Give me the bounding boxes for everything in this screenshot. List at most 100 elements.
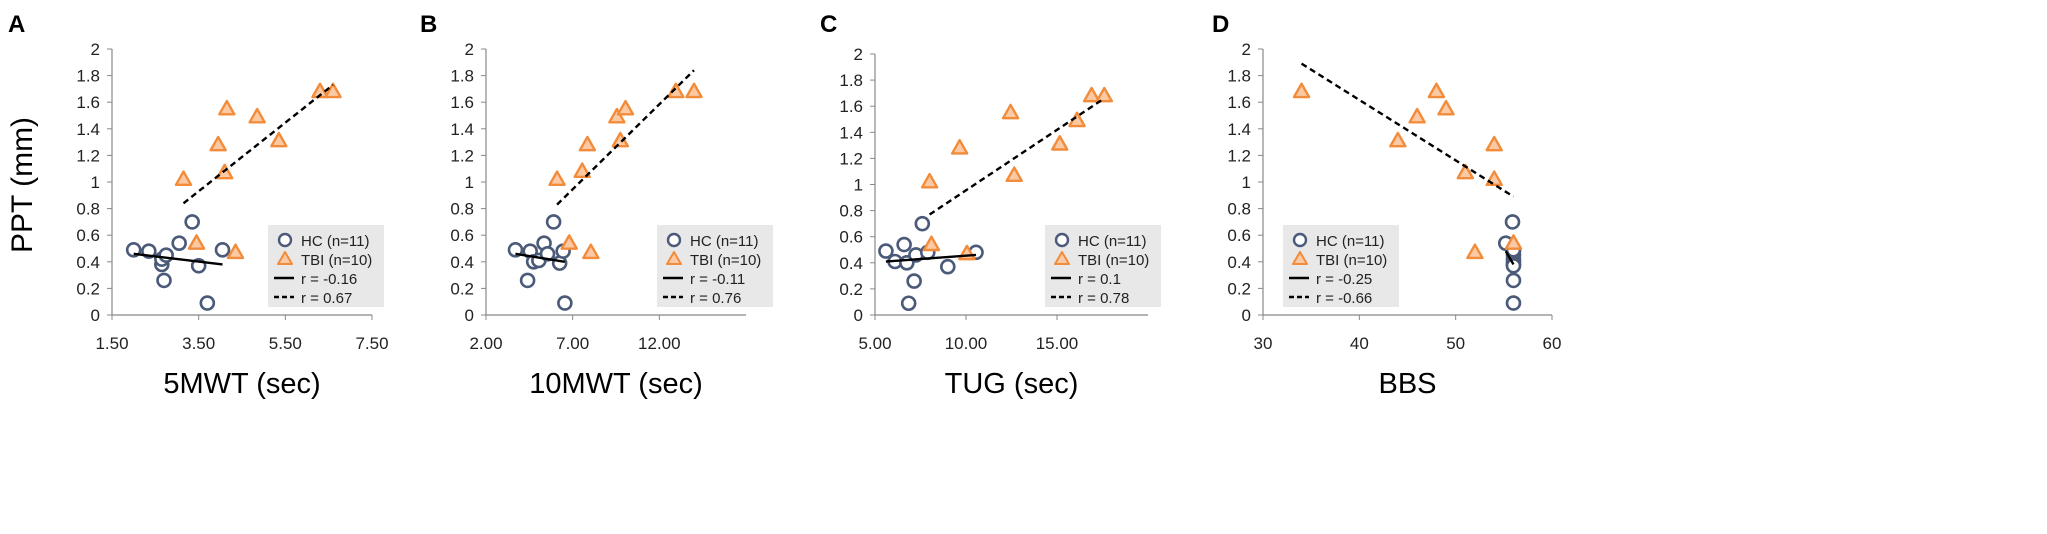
- y-tick-label: 0.6: [1227, 226, 1251, 245]
- x-tick-label: 60: [1543, 334, 1562, 353]
- tbi-point: [1504, 234, 1523, 250]
- legend-tbi-r-label: r = 0.76: [690, 290, 741, 307]
- panel-label: C: [820, 11, 837, 38]
- y-tick-label: 1.6: [839, 97, 863, 116]
- y-tick-label: 1.2: [1227, 146, 1251, 165]
- tbi-point: [1095, 86, 1114, 103]
- y-tick-label: 2: [465, 40, 474, 59]
- legend-tbi-marker: [277, 251, 293, 265]
- legend-hc-r-label: r = -0.16: [301, 271, 357, 288]
- tbi-point: [1001, 103, 1020, 120]
- tbi-point: [311, 82, 329, 99]
- legend-hc-label: HC (n=11): [1316, 233, 1385, 250]
- y-tick-label: 0.4: [1227, 253, 1251, 272]
- tbi-point: [248, 107, 266, 124]
- tbi-point: [1427, 82, 1446, 99]
- tbi-point: [548, 170, 566, 187]
- x-tick-label: 1.50: [95, 334, 128, 353]
- hc-point: [896, 236, 912, 253]
- legend-hc-r-label: r = -0.25: [1316, 271, 1372, 288]
- y-tick-label: 0: [91, 306, 100, 325]
- hc-point: [900, 295, 917, 312]
- hc-point: [156, 272, 172, 289]
- hc-point: [171, 235, 187, 251]
- y-tick-label: 0.8: [450, 200, 474, 219]
- y-tick-label: 1.4: [1227, 120, 1251, 139]
- tbi-point: [1005, 166, 1023, 183]
- legend-hc-marker: [277, 232, 293, 248]
- y-tick-label: 0.2: [450, 279, 474, 298]
- y-tick-label: 1: [854, 176, 863, 195]
- y-tick-label: 0.6: [76, 226, 100, 245]
- tbi-point: [611, 131, 630, 148]
- legend-tbi-label: TBI (n=10): [301, 252, 372, 269]
- y-tick-label: 1.8: [839, 71, 863, 90]
- y-tick-label: 0.2: [1227, 279, 1251, 298]
- y-tick-label: 0.2: [76, 279, 100, 298]
- tbi-point: [1485, 170, 1503, 187]
- y-tick-label: 0.4: [839, 254, 863, 273]
- panel-label: D: [1212, 11, 1229, 38]
- tbi-point: [1292, 82, 1311, 99]
- tbi-point: [667, 82, 685, 99]
- x-tick-label: 30: [1254, 334, 1273, 353]
- y-tick-label: 2: [91, 40, 100, 59]
- y-tick-label: 0.4: [76, 253, 100, 272]
- y-tick-label: 1.6: [76, 93, 100, 112]
- panel-b: B 0 0.2 0.4 0.6 0.8 1 1.2 1.4 1.6 1.8 2 2.00 7.00 12.0…: [420, 11, 773, 400]
- tbi-point: [578, 135, 597, 152]
- panel-d: D 0 0.2 0.4 0.6 0.8 1 1.2 1.4 1.6 1.8 2 30 40 50 60 BBS H…: [1212, 11, 1561, 400]
- x-tick-label: 7.50: [355, 334, 388, 353]
- legend-hc-label: HC (n=11): [690, 233, 759, 250]
- panel-label: B: [420, 11, 437, 38]
- tbi-point: [1437, 99, 1455, 116]
- y-tick-label: 0.2: [839, 280, 863, 299]
- legend-hc-r-label: r = -0.11: [690, 271, 745, 288]
- x-tick-label: 7.00: [556, 334, 589, 353]
- tbi-point: [950, 138, 969, 155]
- hc-point: [878, 243, 894, 259]
- y-tick-label: 1.2: [76, 146, 100, 165]
- hc-point: [199, 295, 216, 311]
- legend-hc-r-label: r = 0.1: [1078, 271, 1121, 288]
- y-tick-label: 0.6: [450, 226, 474, 245]
- y-tick-label: 1: [465, 173, 474, 192]
- tbi-point: [560, 234, 578, 250]
- y-tick-label: 0: [854, 306, 863, 325]
- legend-tbi-r-label: r = -0.66: [1316, 290, 1372, 307]
- panel-label: A: [8, 11, 25, 38]
- legend-tbi-r-label: r = 0.78: [1078, 290, 1129, 307]
- legend-tbi-marker: [666, 251, 682, 265]
- hc-fit-line: [133, 252, 223, 266]
- legend: HC (n=11) TBI (n=10) r = -0.16 r = 0.67: [268, 225, 384, 307]
- x-tick-label: 2.00: [469, 334, 502, 353]
- x-tick-label: 12.00: [638, 334, 681, 353]
- tbi-point: [1485, 135, 1503, 152]
- tbi-series: [548, 82, 703, 260]
- y-tick-label: 0.8: [1227, 200, 1251, 219]
- legend-hc-marker: [1054, 232, 1070, 248]
- y-tick-label: 0.4: [450, 253, 474, 272]
- x-axis-label: BBS: [1378, 368, 1436, 400]
- tbi-point: [218, 99, 236, 116]
- x-tick-label: 10.00: [945, 334, 988, 353]
- hc-point: [1505, 272, 1522, 289]
- x-tick-label: 40: [1350, 334, 1369, 353]
- hc-point: [545, 214, 562, 230]
- y-tick-label: 0.8: [839, 202, 863, 221]
- tbi-point: [608, 107, 626, 124]
- tbi-series: [1292, 82, 1523, 260]
- hc-point: [158, 247, 174, 263]
- tbi-point: [187, 234, 206, 250]
- hc-point: [1505, 257, 1522, 274]
- y-tick-label: 1: [1242, 173, 1251, 192]
- tbi-series: [920, 86, 1114, 261]
- hc-point: [507, 242, 524, 258]
- tbi-point: [174, 170, 193, 187]
- hc-point: [1505, 295, 1522, 311]
- legend-tbi-r-label: r = 0.67: [301, 290, 352, 307]
- y-tick-label: 1.6: [1227, 93, 1251, 112]
- y-tick-label: 0.6: [839, 228, 863, 247]
- hc-fit-line: [515, 252, 566, 263]
